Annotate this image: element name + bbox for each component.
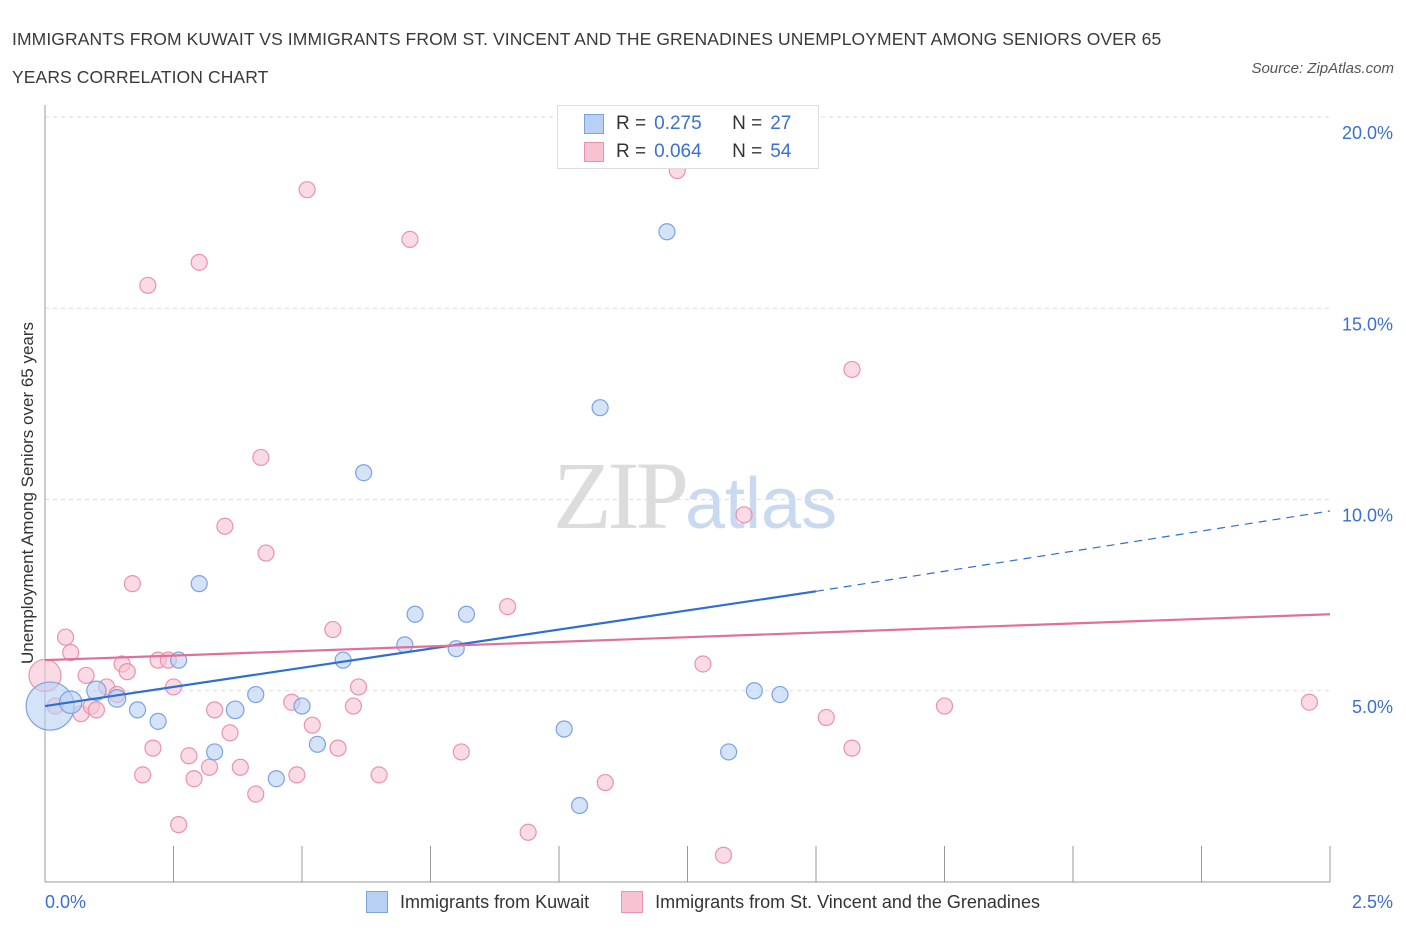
data-point-stvincent <box>118 663 136 681</box>
source-label: Source: ZipAtlas.com <box>1251 60 1394 77</box>
data-point-stvincent <box>324 620 342 639</box>
legend-label-stvincent: Immigrants from St. Vincent and the Gren… <box>655 891 1040 912</box>
data-point-stvincent <box>329 739 347 757</box>
legend-r-label: R = <box>616 141 647 162</box>
y-tick-label: 15.0% <box>1342 314 1393 334</box>
data-point-stvincent <box>735 506 753 524</box>
data-point-stvincent <box>56 628 75 646</box>
data-point-stvincent <box>303 716 321 734</box>
data-point-kuwait <box>190 575 208 593</box>
data-point-stvincent <box>935 697 954 715</box>
legend-n-label: N = <box>732 141 763 162</box>
legend-r-value: 0.275 <box>654 113 702 134</box>
watermark-atlas: atlas <box>685 464 838 544</box>
watermark: ZIPatlas <box>553 440 837 551</box>
data-point-stvincent <box>1300 693 1319 711</box>
data-point-stvincent <box>714 846 733 864</box>
trend-line-kuwait <box>44 590 817 708</box>
data-point-kuwait <box>247 685 265 704</box>
x-tick-label: 0.0% <box>45 892 86 912</box>
data-point-stvincent <box>349 678 368 696</box>
data-point-stvincent <box>206 701 224 719</box>
data-point-stvincent <box>843 739 861 757</box>
data-point-stvincent <box>123 575 141 593</box>
data-point-kuwait <box>570 796 589 815</box>
data-point-kuwait <box>308 735 327 753</box>
data-point-kuwait <box>396 636 414 654</box>
data-point-stvincent <box>180 747 198 765</box>
data-point-stvincent <box>231 758 249 776</box>
legend-r-label: R = <box>616 113 647 134</box>
legend-n-label: N = <box>732 113 763 134</box>
data-point-stvincent <box>694 655 712 673</box>
data-point-kuwait <box>86 680 107 701</box>
data-point-stvincent <box>216 517 234 535</box>
legend-label-kuwait: Immigrants from Kuwait <box>400 891 590 912</box>
data-point-kuwait <box>293 697 311 715</box>
data-point-kuwait <box>591 399 609 417</box>
data-point-stvincent <box>139 276 157 294</box>
data-point-stvincent <box>170 816 188 834</box>
legend-swatch-kuwait <box>366 891 389 913</box>
legend-row-kuwait: R = 0.275 N = 27 <box>558 110 791 138</box>
data-point-stvincent <box>257 544 275 562</box>
data-point-stvincent <box>185 770 203 788</box>
data-point-stvincent <box>370 766 388 784</box>
data-point-kuwait <box>745 682 763 700</box>
legend-n-value: 54 <box>770 141 792 162</box>
legend-swatch-stvincent <box>621 891 644 913</box>
legend-r-value: 0.064 <box>654 141 702 162</box>
legend-swatch-stvincent <box>584 142 604 162</box>
legend-item-kuwait: Immigrants from Kuwait <box>366 891 589 913</box>
data-point-stvincent <box>221 724 239 742</box>
data-point-stvincent <box>843 360 861 379</box>
data-point-stvincent <box>200 758 219 776</box>
data-point-kuwait <box>267 770 285 788</box>
data-point-kuwait <box>355 464 373 482</box>
data-point-stvincent <box>190 253 208 271</box>
data-point-stvincent <box>817 708 835 727</box>
data-point-kuwait <box>107 689 127 708</box>
legend-swatch-kuwait <box>584 114 604 134</box>
data-point-kuwait <box>720 743 738 761</box>
data-point-stvincent <box>252 448 270 467</box>
data-point-stvincent <box>596 773 614 792</box>
correlation-legend: R = 0.275 N = 27 R = 0.064 N = 54 <box>557 105 819 169</box>
data-point-kuwait <box>771 685 789 704</box>
data-point-kuwait <box>406 605 424 623</box>
data-point-kuwait <box>555 720 573 738</box>
y-tick-label: 10.0% <box>1342 506 1393 526</box>
data-point-stvincent <box>77 666 95 685</box>
watermark-zip: ZIP <box>553 442 689 549</box>
data-point-stvincent <box>401 230 419 248</box>
data-point-kuwait <box>658 223 676 241</box>
y-tick-label: 20.0% <box>1342 123 1393 143</box>
data-point-stvincent <box>499 597 517 616</box>
data-point-stvincent <box>144 739 162 757</box>
chart-title: IMMIGRANTS FROM KUWAIT VS IMMIGRANTS FRO… <box>12 29 1162 87</box>
data-point-kuwait <box>457 605 476 623</box>
data-point-stvincent <box>344 697 362 715</box>
x-tick-label: 2.5% <box>1352 892 1393 912</box>
legend-row-stvincent: R = 0.064 N = 54 <box>558 138 791 166</box>
data-point-kuwait <box>225 700 245 720</box>
series-legend: Immigrants from Kuwait Immigrants from S… <box>0 886 1406 918</box>
data-point-kuwait <box>149 712 167 730</box>
data-point-stvincent <box>134 766 152 784</box>
data-point-kuwait <box>206 743 224 761</box>
trend-line-stvincent <box>44 613 1331 662</box>
data-point-stvincent <box>298 181 316 199</box>
data-point-stvincent <box>452 743 470 761</box>
data-point-stvincent <box>519 823 537 841</box>
data-point-stvincent <box>247 785 265 803</box>
legend-item-stvincent: Immigrants from St. Vincent and the Gren… <box>621 891 1040 913</box>
trend-line-extension-kuwait <box>815 510 1331 592</box>
y-tick-label: 5.0% <box>1352 697 1393 717</box>
legend-n-value: 27 <box>770 113 792 134</box>
data-point-stvincent <box>288 766 306 784</box>
data-point-stvincent <box>87 701 106 719</box>
data-point-stvincent <box>62 643 80 662</box>
data-point-kuwait <box>128 701 147 719</box>
